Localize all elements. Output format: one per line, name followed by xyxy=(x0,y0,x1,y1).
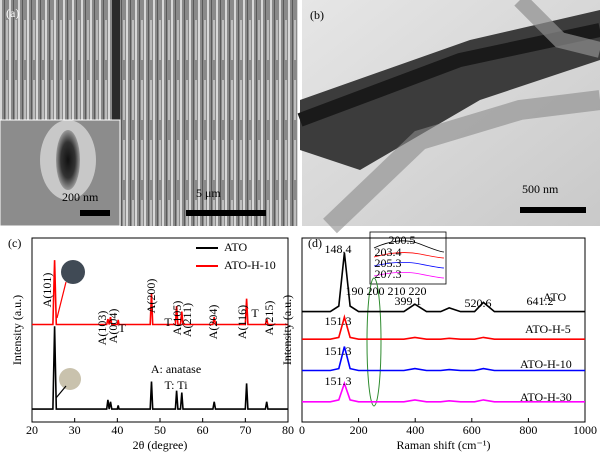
annotation: 151.3 xyxy=(325,314,352,328)
annotation: 203.4 xyxy=(375,245,402,259)
annotation: 200.5 xyxy=(389,233,416,247)
series-line xyxy=(302,346,585,372)
scale-bar xyxy=(520,207,586,213)
plot-frame xyxy=(301,237,586,423)
annotation: A(200) xyxy=(144,279,158,314)
annotation: A(215) xyxy=(262,301,276,336)
x-tick-label: 70 xyxy=(239,423,251,437)
tem-image: (b) 500 nm xyxy=(297,0,600,234)
series-label: ATO xyxy=(543,290,566,304)
annotation: 151.3 xyxy=(325,374,352,388)
annotation: A(004) xyxy=(106,309,120,344)
annotation: A: anatase xyxy=(151,362,201,376)
annotation: A(105) xyxy=(170,301,184,336)
annotation: T xyxy=(164,315,172,329)
annotation: 148.4 xyxy=(325,242,352,256)
annotation: 641.2 xyxy=(527,294,554,308)
annotation: T xyxy=(251,306,259,320)
scale-label: 500 nm xyxy=(522,182,559,196)
x-tick-label: 200 xyxy=(350,423,368,437)
y-axis-label: Intensity (a.u.) xyxy=(280,295,294,365)
x-tick-label: 50 xyxy=(154,423,166,437)
annotation: A(204) xyxy=(206,305,220,340)
x-tick-label: 80 xyxy=(282,423,294,437)
series-line xyxy=(32,326,288,410)
x-tick-label: 400 xyxy=(406,423,424,437)
raman-inset xyxy=(366,231,447,407)
scale-label: 5 μm xyxy=(196,186,221,200)
annotation: A(101) xyxy=(40,273,54,308)
x-tick-label: 600 xyxy=(463,423,481,437)
x-tick-label: 40 xyxy=(111,423,123,437)
annotation: T: Ti xyxy=(164,378,188,392)
series-label: ATO-H-5 xyxy=(525,322,571,336)
x-tick-label: 20 xyxy=(26,423,38,437)
panel-label: (d) xyxy=(308,236,322,250)
annotation: 207.3 xyxy=(375,267,402,281)
annotation: T xyxy=(118,321,126,335)
annotation: A(103) xyxy=(95,311,109,346)
series-label: ATO-H-30 xyxy=(520,390,572,404)
powder-photos xyxy=(55,260,85,399)
annotation: 520.6 xyxy=(465,296,492,310)
scale-label: 200 nm xyxy=(62,190,99,204)
annotation: 205.3 xyxy=(375,256,402,270)
x-axis-label: 2θ (degree) xyxy=(133,438,188,452)
annotation: A(211) xyxy=(180,303,194,337)
x-tick-label: 800 xyxy=(519,423,537,437)
panel-label: (b) xyxy=(310,8,324,22)
x-tick-label: 60 xyxy=(197,423,209,437)
annotation: 190 200 210 220 xyxy=(346,284,427,298)
y-axis-label: Intensity (a.u.) xyxy=(10,295,24,365)
series-line xyxy=(302,380,585,403)
scale-bar xyxy=(80,210,110,216)
series-label: ATO-H-10 xyxy=(520,357,572,371)
annotation: 399.1 xyxy=(395,294,422,308)
panel-label: (c) xyxy=(8,236,21,250)
annotation: A(116) xyxy=(235,305,249,339)
x-axis-label: Raman shift (cm⁻¹) xyxy=(397,438,491,452)
legend-label: ATO xyxy=(224,240,247,254)
sem-image: (a) 200 nm 5 μm xyxy=(0,0,298,227)
annotation: 151.3 xyxy=(325,344,352,358)
series-line xyxy=(302,314,585,340)
x-tick-label: 30 xyxy=(69,423,81,437)
series-line xyxy=(32,260,288,326)
legend-label: ATO-H-10 xyxy=(224,258,276,272)
x-tick-label: 1000 xyxy=(573,423,597,437)
panel-label: (a) xyxy=(6,6,19,20)
x-tick-label: 0 xyxy=(299,423,305,437)
scale-bar xyxy=(186,210,266,216)
series-line xyxy=(302,252,585,313)
